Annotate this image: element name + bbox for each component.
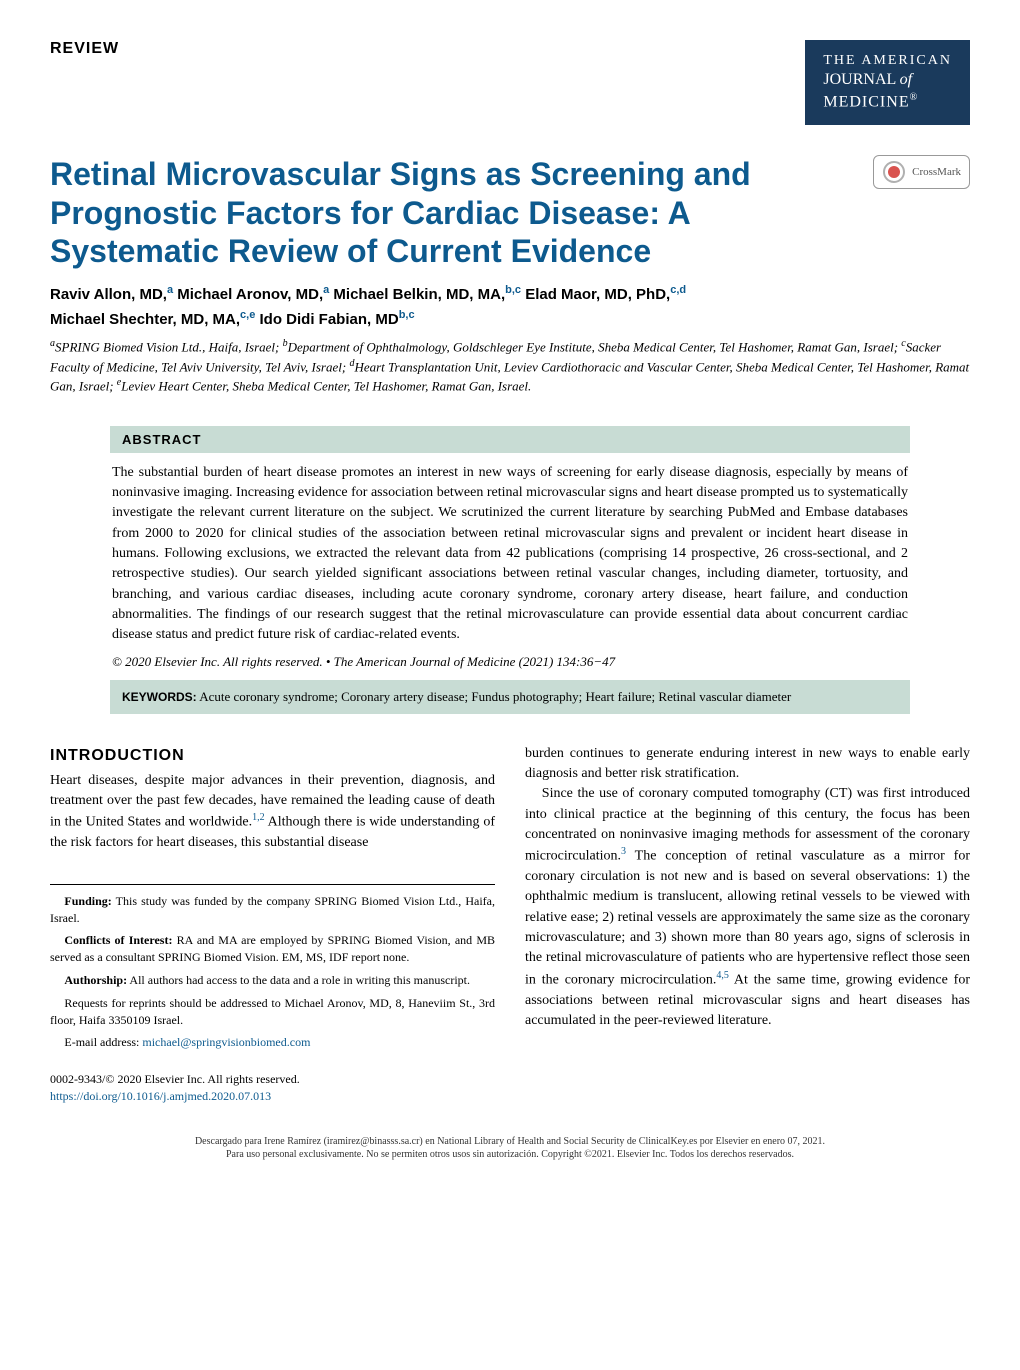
author-1: Raviv Allon, MD, bbox=[50, 286, 167, 303]
author-6-affil: b,c bbox=[399, 309, 415, 321]
journal-of: of bbox=[900, 71, 912, 88]
coi-footnote: Conflicts of Interest: RA and MA are emp… bbox=[50, 932, 495, 966]
author-5-affil: c,e bbox=[240, 309, 255, 321]
download-footer: Descargado para Irene Ramírez (iramirez@… bbox=[50, 1135, 970, 1161]
journal-logo-box: THE AMERICAN JOURNAL of MEDICINE® bbox=[805, 40, 970, 125]
funding-text: This study was funded by the company SPR… bbox=[50, 894, 495, 925]
article-title: Retinal Microvascular Signs as Screening… bbox=[50, 155, 873, 270]
author-4-affil: c,d bbox=[670, 284, 686, 296]
funding-label: Funding: bbox=[64, 894, 111, 908]
intro-paragraph-right-2: Since the use of coronary computed tomog… bbox=[525, 784, 970, 1031]
journal-line2: JOURNAL of bbox=[823, 70, 952, 91]
affiliations: aSPRING Biomed Vision Ltd., Haifa, Israe… bbox=[50, 337, 970, 396]
email-link[interactable]: michael@springvisionbiomed.com bbox=[142, 1035, 310, 1049]
right-column: burden continues to generate enduring in… bbox=[525, 744, 970, 1105]
download-line1: Descargado para Irene Ramírez (iramirez@… bbox=[50, 1135, 970, 1148]
crossmark-label: CrossMark bbox=[912, 166, 961, 178]
registered-mark: ® bbox=[910, 92, 919, 103]
abstract-box: ABSTRACT The substantial burden of heart… bbox=[110, 426, 910, 714]
author-4: Elad Maor, MD, PhD, bbox=[525, 286, 670, 303]
funding-footnote: Funding: This study was funded by the co… bbox=[50, 893, 495, 927]
ref-4-5[interactable]: 4,5 bbox=[716, 970, 729, 981]
author-6: Ido Didi Fabian, MD bbox=[260, 311, 399, 328]
abstract-text: The substantial burden of heart disease … bbox=[110, 453, 910, 652]
body-two-column: INTRODUCTION Heart diseases, despite maj… bbox=[50, 744, 970, 1105]
title-row: Retinal Microvascular Signs as Screening… bbox=[50, 155, 970, 270]
authorship-text: All authors had access to the data and a… bbox=[127, 973, 470, 987]
crossmark-badge[interactable]: CrossMark bbox=[873, 155, 970, 189]
doi-link[interactable]: https://doi.org/10.1016/j.amjmed.2020.07… bbox=[50, 1088, 495, 1105]
journal-medicine: MEDICINE bbox=[823, 93, 909, 110]
affil-a: SPRING Biomed Vision Ltd., Haifa, Israel… bbox=[55, 340, 283, 355]
abstract-header: ABSTRACT bbox=[110, 426, 910, 453]
author-2: Michael Aronov, MD, bbox=[177, 286, 323, 303]
header-row: REVIEW THE AMERICAN JOURNAL of MEDICINE® bbox=[50, 40, 970, 125]
email-label: E-mail address: bbox=[64, 1035, 142, 1049]
download-line2: Para uso personal exclusivamente. No se … bbox=[50, 1148, 970, 1161]
author-5: Michael Shechter, MD, MA, bbox=[50, 311, 240, 328]
authorship-label: Authorship: bbox=[64, 973, 127, 987]
email-footnote: E-mail address: michael@springvisionbiom… bbox=[50, 1034, 495, 1051]
reprints-footnote: Requests for reprints should be addresse… bbox=[50, 995, 495, 1029]
affil-b: Department of Ophthalmology, Goldschlege… bbox=[288, 340, 902, 355]
keywords-box: KEYWORDS: Acute coronary syndrome; Coron… bbox=[110, 680, 910, 714]
journal-word: JOURNAL bbox=[823, 71, 895, 88]
keywords-label: KEYWORDS: bbox=[122, 690, 197, 704]
issn-line: 0002-9343/© 2020 Elsevier Inc. All right… bbox=[50, 1071, 495, 1088]
author-2-affil: a bbox=[323, 284, 329, 296]
crossmark-icon bbox=[882, 160, 906, 184]
authorship-footnote: Authorship: All authors had access to th… bbox=[50, 972, 495, 989]
introduction-heading: INTRODUCTION bbox=[50, 744, 495, 767]
intro-paragraph-left: Heart diseases, despite major advances i… bbox=[50, 771, 495, 854]
authors-list: Raviv Allon, MD,a Michael Aronov, MD,a M… bbox=[50, 282, 970, 331]
ref-1-2[interactable]: 1,2 bbox=[252, 812, 265, 823]
affil-e: Leviev Heart Center, Sheba Medical Cente… bbox=[121, 379, 531, 394]
abstract-copyright: © 2020 Elsevier Inc. All rights reserved… bbox=[110, 652, 910, 680]
journal-line3: MEDICINE® bbox=[823, 91, 952, 113]
author-1-affil: a bbox=[167, 284, 173, 296]
intro-paragraph-right-1: burden continues to generate enduring in… bbox=[525, 744, 970, 785]
intro-text-2b: The conception of retinal vasculature as… bbox=[525, 849, 970, 987]
left-column: INTRODUCTION Heart diseases, despite maj… bbox=[50, 744, 495, 1105]
author-3-affil: b,c bbox=[505, 284, 521, 296]
keywords-text: Acute coronary syndrome; Coronary artery… bbox=[197, 689, 792, 704]
footnotes: Funding: This study was funded by the co… bbox=[50, 884, 495, 1051]
author-3: Michael Belkin, MD, MA, bbox=[333, 286, 505, 303]
coi-label: Conflicts of Interest: bbox=[64, 933, 172, 947]
bottom-meta: 0002-9343/© 2020 Elsevier Inc. All right… bbox=[50, 1071, 495, 1105]
journal-line1: THE AMERICAN bbox=[823, 52, 952, 70]
review-label: REVIEW bbox=[50, 40, 119, 58]
